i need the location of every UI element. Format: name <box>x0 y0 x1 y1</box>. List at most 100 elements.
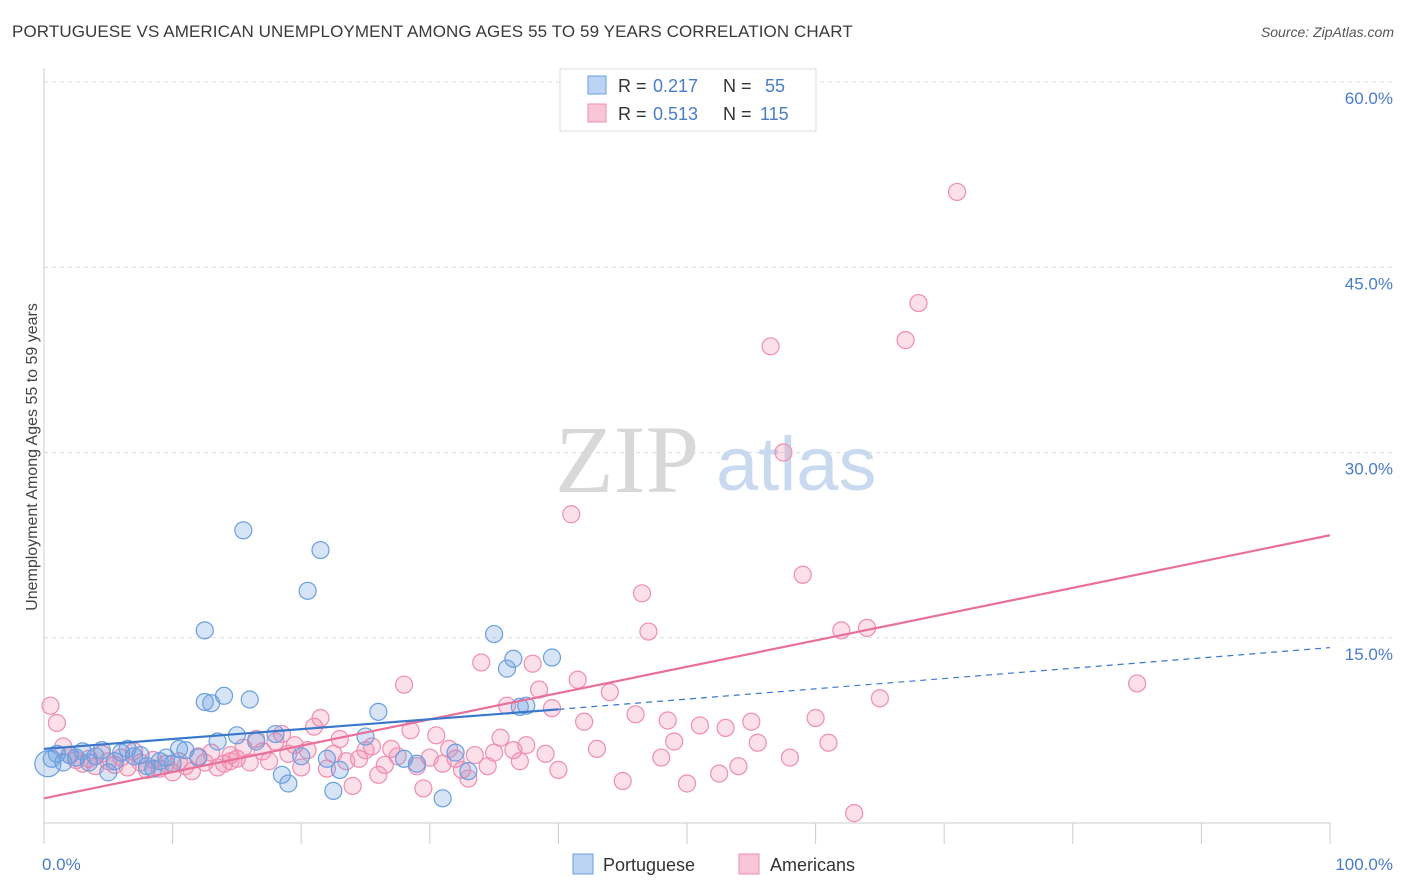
americans-point <box>780 748 799 767</box>
portuguese-point <box>292 747 311 766</box>
portuguese-point <box>131 745 150 765</box>
americans-point <box>536 744 555 763</box>
legend-n-label-americans: N = <box>723 104 752 124</box>
americans-point <box>240 753 259 772</box>
portuguese-point <box>144 759 163 778</box>
portuguese-point <box>459 762 478 781</box>
portuguese-point <box>485 624 504 644</box>
axes <box>43 68 1331 844</box>
portuguese-point <box>99 763 118 782</box>
portuguese-point <box>497 659 517 678</box>
americans-point <box>774 443 793 462</box>
legend-n-label-portuguese: N = <box>723 76 752 96</box>
americans-point <box>401 721 420 740</box>
legend-n-value-americans: 115 <box>760 104 789 124</box>
americans-point <box>41 696 60 715</box>
americans-point <box>761 337 780 356</box>
americans-point <box>845 804 864 823</box>
legend-n-value-portuguese: 55 <box>765 76 785 96</box>
americans-point <box>549 760 568 779</box>
americans-point <box>459 769 478 788</box>
americans-point <box>311 708 330 728</box>
portuguese-point <box>124 747 144 766</box>
legend-r-label-portuguese: R = <box>618 76 647 96</box>
bottom-legend-label-portuguese: Portuguese <box>603 855 695 875</box>
americans-point <box>510 752 529 771</box>
americans-point <box>446 749 465 768</box>
americans-point <box>517 736 536 755</box>
x-tick-labels: 0.0% 100.0% <box>42 855 1393 874</box>
grid-lines <box>44 81 1392 639</box>
portuguese-point <box>317 749 337 768</box>
americans-point <box>362 737 382 756</box>
legend-swatch-portuguese <box>587 75 607 95</box>
americans-point <box>562 505 581 524</box>
portuguese-point <box>195 692 214 712</box>
watermark: ZIP atlas <box>555 406 877 513</box>
americans-point <box>652 748 671 767</box>
americans-point <box>806 708 825 728</box>
americans-point <box>414 779 433 798</box>
x-tick-label-100: 100.0% <box>1335 855 1393 874</box>
bottom-legend-label-americans: Americans <box>770 855 855 875</box>
portuguese-point <box>330 760 349 779</box>
portuguese-points <box>34 521 562 808</box>
americans-point <box>369 765 388 784</box>
americans-point <box>382 739 401 759</box>
legend-box: R = 0.217 N = 55 R = 0.513 N = 115 <box>559 68 817 132</box>
x-tick-label-0: 0.0% <box>42 855 81 874</box>
portuguese-point <box>169 739 189 759</box>
americans-point <box>819 733 838 752</box>
watermark-atlas: atlas <box>716 422 877 507</box>
bottom-legend-swatch-portuguese <box>572 853 594 875</box>
americans-point <box>909 293 928 313</box>
portuguese-point <box>189 748 208 767</box>
y-axis-label: Unemployment Among Ages 55 to 59 years <box>24 303 41 611</box>
americans-point <box>626 705 645 724</box>
americans-point <box>870 689 890 708</box>
portuguese-point <box>542 648 562 667</box>
legend-swatch-americans <box>587 103 607 123</box>
americans-point <box>658 711 677 730</box>
americans-point <box>343 776 362 796</box>
trend-lines <box>43 534 1331 800</box>
portuguese-point <box>311 540 330 560</box>
americans-point <box>375 755 394 775</box>
chart-title: PORTUGUESE VS AMERICAN UNEMPLOYMENT AMON… <box>12 22 853 41</box>
americans-trend-line <box>43 534 1331 800</box>
americans-point <box>710 764 729 783</box>
portuguese-point <box>504 649 523 668</box>
americans-point <box>690 716 709 735</box>
bottom-legend: Portuguese Americans <box>572 853 855 875</box>
y-tick-label-30: 30.0% <box>1345 460 1393 479</box>
americans-point <box>716 718 735 738</box>
portuguese-point <box>324 781 343 800</box>
americans-point <box>47 713 66 733</box>
americans-point <box>896 331 915 350</box>
americans-point <box>575 712 594 731</box>
portuguese-point <box>247 732 266 751</box>
americans-point <box>639 622 658 641</box>
y-tick-label-15: 15.0% <box>1345 645 1393 664</box>
portuguese-point <box>433 789 452 808</box>
portuguese-trend-line <box>43 708 559 750</box>
americans-point <box>259 752 279 771</box>
portuguese-point <box>214 686 234 705</box>
portuguese-trend-extension <box>558 647 1331 710</box>
americans-point <box>729 757 748 776</box>
americans-point <box>742 712 761 731</box>
americans-point <box>632 584 652 603</box>
americans-point <box>947 182 967 202</box>
americans-point <box>542 699 562 718</box>
portuguese-point <box>407 754 427 773</box>
portuguese-point <box>208 732 227 751</box>
americans-point <box>600 682 619 702</box>
portuguese-point <box>446 743 465 762</box>
americans-point <box>523 654 542 673</box>
americans-point <box>665 732 684 751</box>
portuguese-point <box>42 749 61 768</box>
americans-point <box>587 739 607 759</box>
portuguese-point <box>298 581 317 600</box>
legend-r-value-portuguese: 0.217 <box>653 76 698 96</box>
